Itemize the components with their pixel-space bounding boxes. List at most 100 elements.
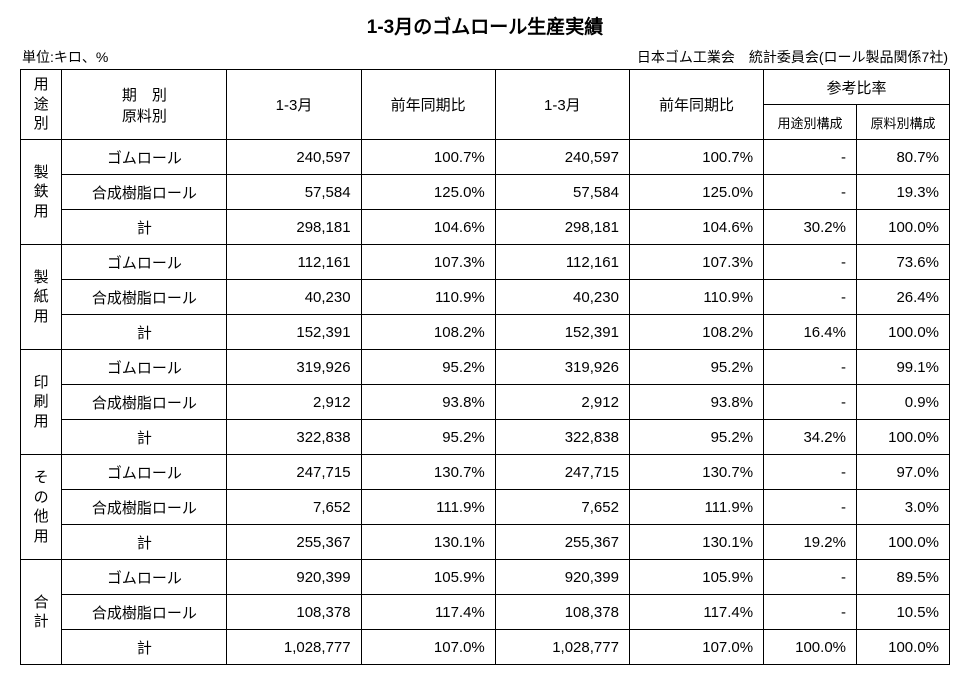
material-cell: 計 [62, 630, 227, 665]
value-cell: 240,597 [495, 140, 629, 175]
value-cell: 40,230 [227, 280, 361, 315]
value-cell: 93.8% [361, 385, 495, 420]
value-cell: 125.0% [361, 175, 495, 210]
value-cell: 104.6% [361, 210, 495, 245]
value-cell: 130.7% [629, 455, 763, 490]
value-cell: 117.4% [629, 595, 763, 630]
value-cell: 10.5% [857, 595, 950, 630]
material-cell: 計 [62, 210, 227, 245]
value-cell: 117.4% [361, 595, 495, 630]
header-material-period: 期 別 原料別 [62, 70, 227, 140]
meta-row: 単位:キロ、% 日本ゴム工業会 統計委員会(ロール製品関係7社) [20, 47, 950, 67]
page-title: 1-3月のゴムロール生産実績 [20, 12, 950, 39]
value-cell: 100.0% [857, 210, 950, 245]
value-cell: 57,584 [227, 175, 361, 210]
value-cell: - [764, 560, 857, 595]
value-cell: 57,584 [495, 175, 629, 210]
material-cell: 計 [62, 525, 227, 560]
value-cell: 112,161 [495, 245, 629, 280]
material-cell: 合成樹脂ロール [62, 490, 227, 525]
value-cell: 125.0% [629, 175, 763, 210]
value-cell: 152,391 [495, 315, 629, 350]
value-cell: 40,230 [495, 280, 629, 315]
material-cell: ゴムロール [62, 140, 227, 175]
value-cell: 100.0% [857, 420, 950, 455]
value-cell: 107.3% [361, 245, 495, 280]
value-cell: 110.9% [629, 280, 763, 315]
value-cell: 247,715 [495, 455, 629, 490]
table-header: 用途別 期 別 原料別 1-3月 前年同期比 1-3月 前年同期比 参考比率 用… [21, 70, 950, 140]
value-cell: - [764, 350, 857, 385]
value-cell: 100.0% [857, 630, 950, 665]
table-row: 合成樹脂ロール57,584125.0%57,584125.0%-19.3% [21, 175, 950, 210]
usage-cell: その他用 [21, 455, 62, 560]
value-cell: 108,378 [495, 595, 629, 630]
value-cell: 108.2% [361, 315, 495, 350]
value-cell: - [764, 140, 857, 175]
material-cell: ゴムロール [62, 350, 227, 385]
value-cell: 240,597 [227, 140, 361, 175]
value-cell: 322,838 [495, 420, 629, 455]
material-cell: 計 [62, 315, 227, 350]
material-cell: 合成樹脂ロール [62, 595, 227, 630]
value-cell: 95.2% [629, 420, 763, 455]
value-cell: 111.9% [361, 490, 495, 525]
value-cell: 100.0% [857, 525, 950, 560]
value-cell: 80.7% [857, 140, 950, 175]
value-cell: 920,399 [495, 560, 629, 595]
material-cell: ゴムロール [62, 245, 227, 280]
table-body: 製鉄用ゴムロール240,597100.7%240,597100.7%-80.7%… [21, 140, 950, 665]
value-cell: 322,838 [227, 420, 361, 455]
value-cell: 2,912 [227, 385, 361, 420]
value-cell: 1,028,777 [227, 630, 361, 665]
value-cell: 93.8% [629, 385, 763, 420]
value-cell: 0.9% [857, 385, 950, 420]
value-cell: 130.7% [361, 455, 495, 490]
table-row: 合成樹脂ロール40,230110.9%40,230110.9%-26.4% [21, 280, 950, 315]
header-ref-material: 原料別構成 [857, 105, 950, 140]
value-cell: 107.0% [629, 630, 763, 665]
value-cell: 95.2% [629, 350, 763, 385]
value-cell: - [764, 490, 857, 525]
header-ref-ratio: 参考比率 [764, 70, 950, 105]
value-cell: - [764, 175, 857, 210]
value-cell: 112,161 [227, 245, 361, 280]
value-cell: 26.4% [857, 280, 950, 315]
value-cell: 34.2% [764, 420, 857, 455]
value-cell: 3.0% [857, 490, 950, 525]
value-cell: 100.7% [629, 140, 763, 175]
table-row: 計1,028,777107.0%1,028,777107.0%100.0%100… [21, 630, 950, 665]
value-cell: 1,028,777 [495, 630, 629, 665]
value-cell: 104.6% [629, 210, 763, 245]
value-cell: 95.2% [361, 420, 495, 455]
source-label: 日本ゴム工業会 統計委員会(ロール製品関係7社) [637, 47, 948, 67]
table-row: 製紙用ゴムロール112,161107.3%112,161107.3%-73.6% [21, 245, 950, 280]
material-cell: 合成樹脂ロール [62, 280, 227, 315]
header-ref-usage: 用途別構成 [764, 105, 857, 140]
usage-cell: 製紙用 [21, 245, 62, 350]
value-cell: 255,367 [227, 525, 361, 560]
value-cell: 16.4% [764, 315, 857, 350]
value-cell: 30.2% [764, 210, 857, 245]
value-cell: 95.2% [361, 350, 495, 385]
table-row: 製鉄用ゴムロール240,597100.7%240,597100.7%-80.7% [21, 140, 950, 175]
table-row: 合成樹脂ロール7,652111.9%7,652111.9%-3.0% [21, 490, 950, 525]
value-cell: 100.0% [764, 630, 857, 665]
value-cell: 152,391 [227, 315, 361, 350]
value-cell: 7,652 [227, 490, 361, 525]
material-cell: ゴムロール [62, 560, 227, 595]
unit-label: 単位:キロ、% [22, 47, 108, 67]
value-cell: 319,926 [227, 350, 361, 385]
material-cell: ゴムロール [62, 455, 227, 490]
material-cell: 合成樹脂ロール [62, 175, 227, 210]
header-period-a: 1-3月 [227, 70, 361, 140]
value-cell: 2,912 [495, 385, 629, 420]
production-table: 用途別 期 別 原料別 1-3月 前年同期比 1-3月 前年同期比 参考比率 用… [20, 69, 950, 665]
value-cell: 19.3% [857, 175, 950, 210]
value-cell: 100.0% [857, 315, 950, 350]
material-cell: 計 [62, 420, 227, 455]
value-cell: - [764, 245, 857, 280]
value-cell: 89.5% [857, 560, 950, 595]
value-cell: - [764, 455, 857, 490]
value-cell: 255,367 [495, 525, 629, 560]
